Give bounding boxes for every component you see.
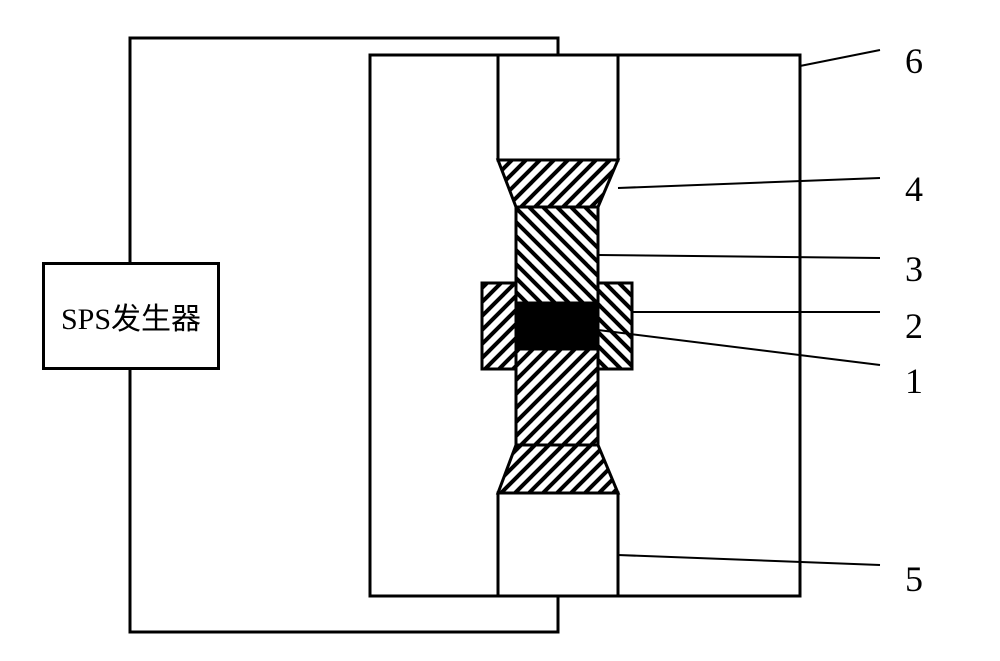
callout-label-4: 4 [905, 168, 923, 210]
bottom-electrode [498, 493, 618, 596]
upper-plunger [516, 207, 598, 303]
die-right [598, 283, 632, 369]
diagram-canvas: SPS发生器 6 4 3 2 1 5 [0, 0, 1000, 661]
sample [516, 303, 598, 349]
callout-label-2: 2 [905, 305, 923, 347]
die-left [482, 283, 516, 369]
sps-generator-label: SPS发生器 [61, 294, 201, 338]
callout-label-6: 6 [905, 40, 923, 82]
sps-generator-box: SPS发生器 [42, 262, 220, 370]
lower-plunger [516, 349, 598, 445]
bottom-punch-cone [498, 445, 618, 493]
callout-label-5: 5 [905, 558, 923, 600]
top-electrode [498, 55, 618, 160]
top-punch-cone [498, 160, 618, 207]
callout-line-6 [800, 50, 880, 66]
callout-label-1: 1 [905, 360, 923, 402]
callout-label-3: 3 [905, 248, 923, 290]
